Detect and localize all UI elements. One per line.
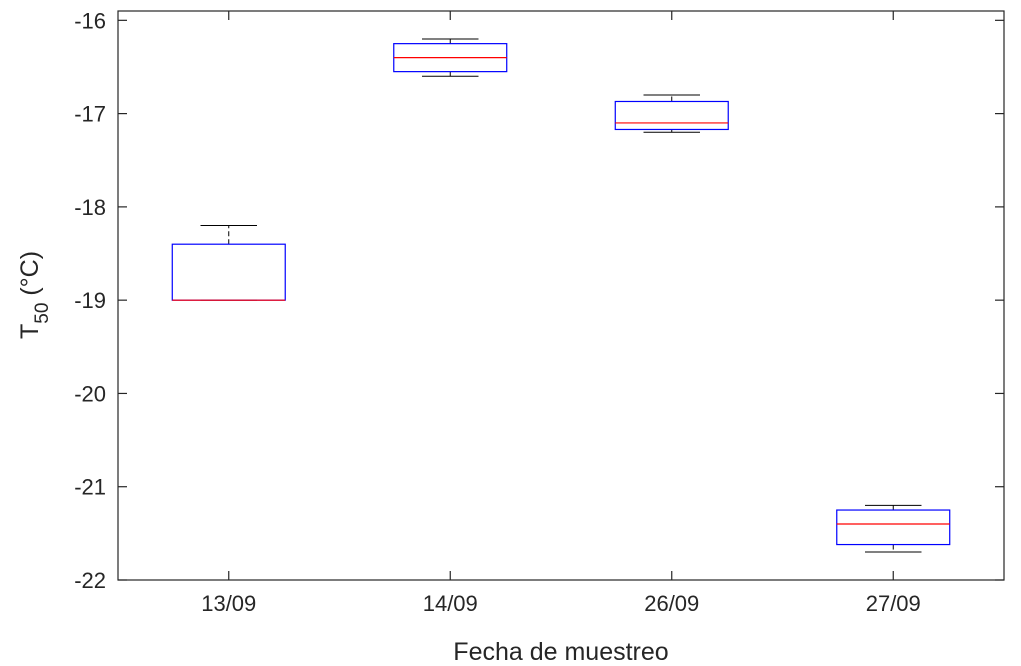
- y-axis-title-subscript: 50: [32, 303, 53, 324]
- x-tick-label: 14/09: [423, 591, 478, 616]
- y-axis: -22 -21 -20 -19 -18 -17 -16: [74, 8, 1004, 593]
- x-axis: 13/09 14/09 26/09 27/09: [201, 11, 921, 616]
- box-27-09: [836, 504, 951, 553]
- box-14-09: [393, 38, 508, 77]
- box-26-09: [614, 94, 729, 133]
- x-axis-title: Fecha de muestreo: [453, 638, 668, 666]
- plot-area-frame: [117, 10, 1005, 581]
- y-tick-label: -20: [74, 381, 106, 406]
- y-tick-label: -18: [74, 195, 106, 220]
- y-tick-label: -19: [74, 288, 106, 313]
- y-tick-label: -22: [74, 568, 106, 593]
- box-iqr: [614, 100, 729, 131]
- x-tick-label: 13/09: [201, 591, 256, 616]
- box-iqr: [836, 509, 951, 546]
- box-13-09: [171, 225, 286, 301]
- y-axis-title-unit: (°C): [16, 251, 44, 303]
- x-tick-label: 27/09: [866, 591, 921, 616]
- box-series: [171, 38, 951, 553]
- y-axis-title: T50 (°C): [16, 251, 53, 339]
- y-tick-label: -16: [74, 8, 106, 33]
- y-axis-title-main: T: [16, 324, 44, 339]
- x-tick-label: 26/09: [644, 591, 699, 616]
- y-tick-label: -21: [74, 475, 106, 500]
- box-iqr: [171, 243, 286, 301]
- y-tick-label: -17: [74, 102, 106, 127]
